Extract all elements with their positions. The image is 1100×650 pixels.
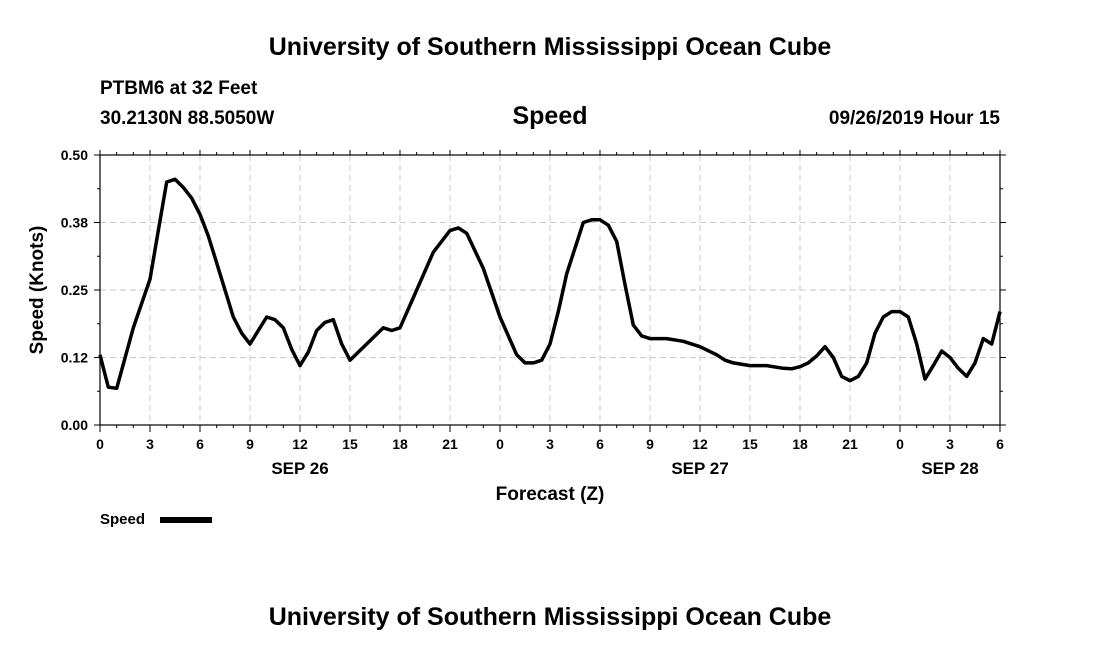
x-tick-label: 3	[546, 436, 554, 452]
y-axis-title: Speed (Knots)	[27, 226, 48, 355]
x-tick-label: 21	[442, 436, 458, 452]
x-tick-label: 12	[692, 436, 708, 452]
x-tick-label: 21	[842, 436, 858, 452]
y-tick-labels: 0.00 0.12 0.25 0.38 0.50	[61, 147, 88, 433]
footer-title: University of Southern Mississippi Ocean…	[269, 603, 832, 631]
x-tick-label: 6	[596, 436, 604, 452]
date-label: SEP 26	[271, 459, 328, 478]
x-axis-title: Forecast (Z)	[496, 484, 605, 505]
location-label: 30.2130N 88.5050W	[100, 108, 274, 129]
grid-lines	[100, 155, 1000, 425]
plot-frame	[99, 154, 1001, 426]
y-tick-label: 0.12	[61, 350, 88, 366]
x-tick-labels: 0 3 6 9 12 15 18 21 0 3 6 9 12 15 18 21 0 3 6	[96, 436, 1004, 452]
y-tick-label: 0.50	[61, 147, 88, 163]
date-labels: SEP 26 SEP 27 SEP 28	[271, 459, 978, 478]
x-tick-label: 9	[646, 436, 654, 452]
date-label: SEP 28	[921, 459, 978, 478]
date-label: SEP 27	[671, 459, 728, 478]
x-tick-label: 3	[146, 436, 154, 452]
x-tick-label: 18	[792, 436, 808, 452]
x-tick-label: 6	[196, 436, 204, 452]
station-label: PTBM6 at 32 Feet	[100, 78, 258, 99]
variable-title: Speed	[512, 102, 587, 130]
x-tick-label: 6	[996, 436, 1004, 452]
x-tick-label: 12	[292, 436, 308, 452]
y-tick-label: 0.00	[61, 417, 88, 433]
issued-label: 09/26/2019 Hour 15	[829, 108, 1001, 129]
legend-label: Speed	[100, 511, 145, 528]
x-tick-label: 18	[392, 436, 408, 452]
x-tick-label: 0	[896, 436, 904, 452]
x-tick-label: 3	[946, 436, 954, 452]
x-tick-label: 9	[246, 436, 254, 452]
x-tick-label: 15	[742, 436, 758, 452]
x-tick-label: 15	[342, 436, 358, 452]
x-tick-label: 0	[96, 436, 104, 452]
y-tick-label: 0.38	[61, 215, 88, 231]
x-tick-label: 0	[496, 436, 504, 452]
y-tick-label: 0.25	[61, 282, 88, 298]
speed-series-line	[98, 177, 1002, 391]
chart-title: University of Southern Mississippi Ocean…	[269, 33, 832, 61]
